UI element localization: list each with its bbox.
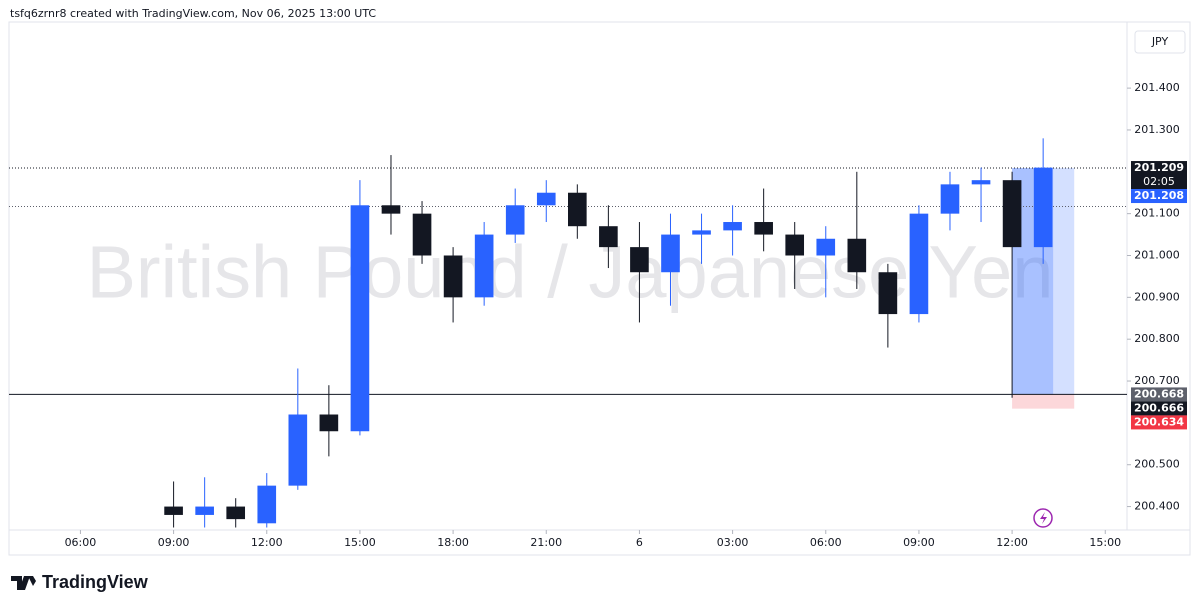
candle-body <box>1033 167 1053 248</box>
candle-body <box>474 234 494 298</box>
candle-body <box>630 247 649 273</box>
logo-text: TradingView <box>42 572 149 592</box>
candle-body <box>661 234 680 273</box>
candle-body <box>350 205 370 432</box>
alert-icon[interactable] <box>1033 508 1053 528</box>
candle-body <box>909 213 929 315</box>
header-text: tsfq6zrnr8 created with TradingView.com,… <box>10 7 376 20</box>
candle-body <box>226 506 246 520</box>
watermark: British Pound / Japanese Yen <box>87 231 1054 314</box>
candle-body <box>878 272 898 315</box>
x-tick-label: 6 <box>636 536 643 549</box>
x-tick-label: 15:00 <box>1089 536 1121 549</box>
logo: TradingView <box>11 572 149 592</box>
candle-body <box>412 213 432 256</box>
x-tick-label: 06:00 <box>65 536 97 549</box>
x-tick-label: 06:00 <box>810 536 842 549</box>
currency-label[interactable]: JPY <box>1151 35 1169 48</box>
position-stop-zone <box>1012 394 1075 409</box>
x-tick-label: 21:00 <box>530 536 562 549</box>
candle-body <box>381 205 401 214</box>
candle-body <box>195 506 214 515</box>
price-tag-label: 201.208 <box>1134 189 1184 202</box>
candle-body <box>785 234 805 256</box>
currency-button[interactable] <box>1134 30 1186 54</box>
countdown-label: 02:05 <box>1143 175 1175 188</box>
price-tag <box>1131 189 1187 204</box>
x-tick-label: 15:00 <box>344 536 376 549</box>
price-tag-label: 201.209 <box>1134 161 1184 174</box>
candle-body <box>164 506 183 515</box>
candle-body <box>723 222 742 231</box>
y-tick-label: 200.900 <box>1134 290 1180 303</box>
price-tag-label: 200.634 <box>1134 415 1184 428</box>
candle-body <box>754 222 773 235</box>
candle-body <box>288 414 308 486</box>
price-tag <box>1131 387 1187 402</box>
x-tick-label: 09:00 <box>158 536 190 549</box>
price-tag-label: 200.666 <box>1134 401 1184 414</box>
y-tick-label: 200.500 <box>1134 458 1180 471</box>
candle-body <box>816 238 836 256</box>
alert-bolt <box>1040 512 1047 524</box>
price-tag <box>1131 415 1187 430</box>
candle-body <box>847 238 867 273</box>
candle-body <box>257 485 277 524</box>
candle-body <box>536 192 556 206</box>
candle-body <box>940 184 960 214</box>
y-tick-label: 201.400 <box>1134 81 1180 94</box>
y-tick-label: 201.100 <box>1134 207 1180 220</box>
candle-body <box>1002 180 1022 248</box>
candle-body <box>692 230 711 235</box>
logo-mark <box>11 576 36 590</box>
x-tick-label: 03:00 <box>717 536 749 549</box>
candle-body <box>568 192 587 227</box>
y-tick-label: 200.800 <box>1134 332 1180 345</box>
x-tick-label: 12:00 <box>996 536 1028 549</box>
plot-area: British Pound / Japanese Yen <box>9 138 1127 528</box>
candle-body <box>505 205 525 235</box>
y-tick-label: 200.700 <box>1134 374 1180 387</box>
price-tag <box>1131 401 1187 416</box>
x-tick-label: 12:00 <box>251 536 283 549</box>
candle-body <box>443 255 463 298</box>
x-tick-label: 09:00 <box>903 536 935 549</box>
chart-frame <box>8 21 1191 556</box>
candle-body <box>319 414 339 432</box>
x-tick-label: 18:00 <box>437 536 469 549</box>
candle-body <box>599 226 618 248</box>
y-tick-label: 201.000 <box>1134 248 1180 261</box>
price-tag <box>1131 161 1187 190</box>
price-tag-label: 200.668 <box>1134 387 1184 400</box>
y-tick-label: 201.300 <box>1134 123 1180 136</box>
y-tick-label: 200.400 <box>1134 500 1180 513</box>
candle-body <box>971 180 991 185</box>
